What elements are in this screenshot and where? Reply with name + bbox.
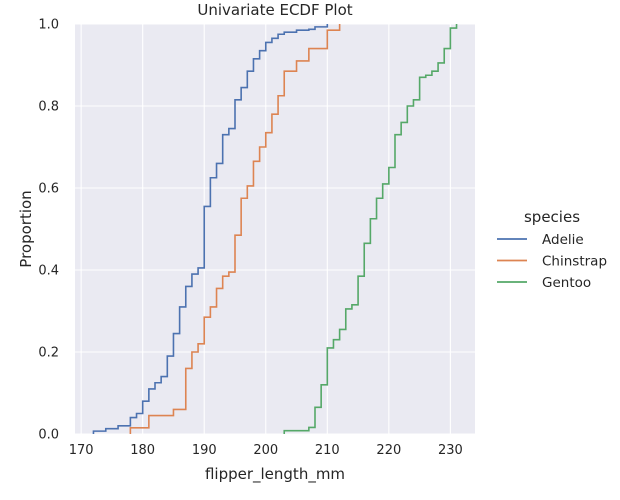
x-tick-label: 180	[130, 443, 155, 458]
plot-background	[75, 24, 475, 434]
chart-title: Univariate ECDF Plot	[197, 1, 352, 19]
legend-items: Adelie Chinstrap Gentoo	[497, 232, 607, 291]
y-tick-label: 0.6	[38, 182, 59, 197]
y-tick-label: 0.4	[38, 264, 59, 279]
x-tick-label: 190	[192, 443, 217, 458]
x-tick-label: 230	[438, 443, 463, 458]
series-line-gentoo	[283, 24, 458, 434]
series-line-chinstrap	[129, 24, 341, 434]
y-tick-label: 1.0	[38, 18, 59, 33]
tick-labels: 170 180 190 200 210 220 230 0.0 0.2 0.4 0.6 0.8 1.0	[38, 18, 462, 459]
legend-label-gentoo: Gentoo	[542, 275, 591, 291]
x-tick-label: 200	[253, 443, 278, 458]
y-tick-label: 0.0	[38, 428, 59, 443]
legend: species Adelie Chinstrap Gentoo	[497, 208, 607, 291]
y-axis-label: Proportion	[17, 190, 35, 267]
x-tick-label: 210	[315, 443, 340, 458]
legend-title: species	[524, 208, 580, 226]
y-tick-label: 0.8	[38, 100, 59, 115]
x-tick-label: 220	[376, 443, 401, 458]
series-line-adelie	[92, 24, 329, 434]
legend-label-chinstrap: Chinstrap	[542, 254, 607, 270]
legend-label-adelie: Adelie	[542, 232, 584, 248]
x-tick-label: 170	[69, 443, 94, 458]
grid-layer	[75, 23, 475, 435]
series-layer	[92, 24, 458, 434]
x-axis-label: flipper_length_mm	[205, 465, 345, 484]
y-tick-label: 0.2	[38, 346, 59, 361]
